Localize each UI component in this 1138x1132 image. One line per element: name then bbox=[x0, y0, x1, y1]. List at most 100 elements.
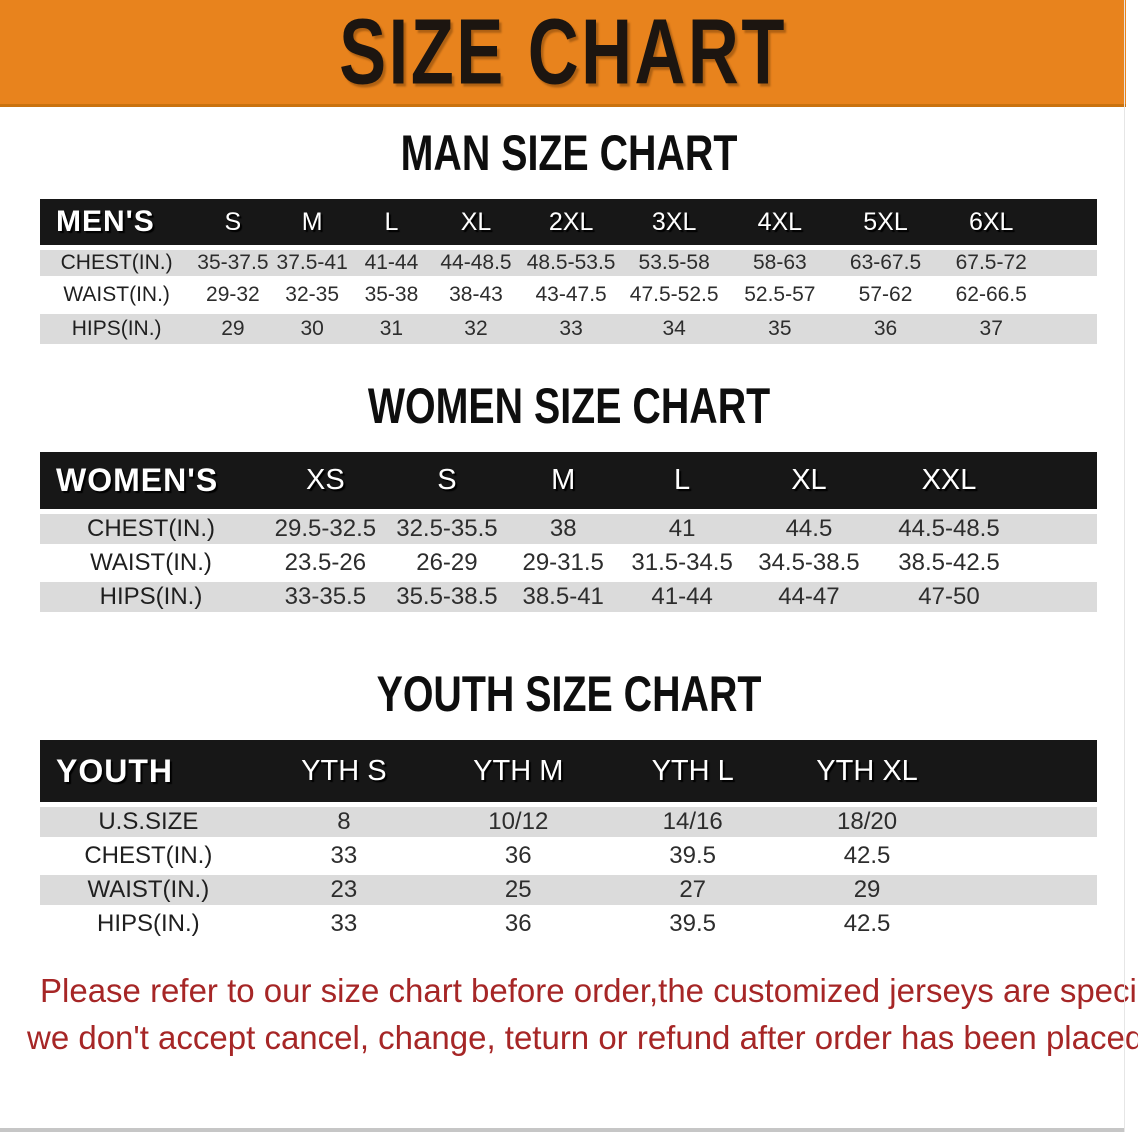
row-label: HIPS(IN.) bbox=[40, 314, 194, 348]
youth-heading-wrap: YOUTH SIZE CHART bbox=[0, 668, 1138, 721]
column-header: M bbox=[551, 464, 576, 496]
size-value-cell: 53.5-58 bbox=[621, 245, 727, 280]
size-value-cell: 57-62 bbox=[832, 280, 939, 314]
page-title: SIZE CHART bbox=[339, 0, 787, 104]
size-value-cell: 26-29 bbox=[388, 548, 506, 582]
column-header: 6XL bbox=[968, 207, 1014, 236]
column-header: L bbox=[384, 207, 399, 236]
size-value-cell: 44-47 bbox=[742, 582, 875, 616]
size-value-cell: 39.5 bbox=[605, 909, 780, 943]
row-label: HIPS(IN.) bbox=[40, 909, 257, 943]
table-header-row: WOMEN'S XS S M L XL XXL bbox=[40, 452, 1097, 509]
column-header: YTH L bbox=[651, 754, 734, 787]
men-section-heading: MAN SIZE CHART bbox=[400, 125, 738, 182]
column-header: S bbox=[437, 464, 457, 496]
table-header-row: YOUTH YTH S YTH M YTH L YTH XL bbox=[40, 740, 1097, 802]
size-value-cell: 43-47.5 bbox=[520, 280, 622, 314]
size-value-cell: 14/16 bbox=[605, 802, 780, 841]
size-value-cell: 35-38 bbox=[351, 280, 432, 314]
size-value-cell: 47.5-52.5 bbox=[621, 280, 727, 314]
table-header-row: MEN'S S M L XL 2XL 3XL 4XL 5XL 6XL bbox=[40, 199, 1097, 245]
column-header: YTH XL bbox=[816, 754, 918, 787]
size-value-cell: 44.5 bbox=[742, 509, 875, 548]
size-value-cell: 29 bbox=[779, 875, 955, 909]
size-value-cell: 47-50 bbox=[875, 582, 1023, 616]
size-value-cell: 30 bbox=[272, 314, 352, 348]
column-header: XL bbox=[791, 464, 827, 496]
table-row: WAIST(IN.) 29-32 32-35 35-38 38-43 43-47.5 47.… bbox=[40, 280, 1097, 314]
section-youth: YOUTH SIZE CHART YOUTH YTH S YTH M YTH L YTH… bbox=[0, 668, 1138, 943]
size-value-cell: 36 bbox=[431, 909, 606, 943]
size-value-cell: 35.5-38.5 bbox=[388, 582, 506, 616]
section-women: WOMEN SIZE CHART WOMEN'S XS S M L XL XXL CHEST(… bbox=[0, 378, 1138, 616]
row-label: CHEST(IN.) bbox=[40, 245, 194, 280]
size-value-cell: 32-35 bbox=[272, 280, 352, 314]
spacer-cell bbox=[954, 841, 1097, 875]
size-value-cell: 41 bbox=[621, 509, 743, 548]
size-value-cell: 44.5-48.5 bbox=[875, 509, 1023, 548]
spacer-cell bbox=[954, 802, 1097, 841]
row-label: U.S.SIZE bbox=[40, 802, 257, 841]
table-row: CHEST(IN.) 35-37.5 37.5-41 41-44 44-48.5 48.5… bbox=[40, 245, 1097, 280]
size-value-cell: 52.5-57 bbox=[727, 280, 833, 314]
row-label: WAIST(IN.) bbox=[40, 875, 257, 909]
row-label: WAIST(IN.) bbox=[40, 280, 194, 314]
row-label: HIPS(IN.) bbox=[40, 582, 262, 616]
size-value-cell: 36 bbox=[832, 314, 939, 348]
column-header: 3XL bbox=[651, 207, 697, 236]
size-value-cell: 38 bbox=[505, 509, 622, 548]
column-header: XL bbox=[460, 207, 492, 236]
size-value-cell: 10/12 bbox=[431, 802, 606, 841]
size-value-cell: 38.5-41 bbox=[505, 582, 622, 616]
men-heading-wrap: MAN SIZE CHART bbox=[0, 125, 1138, 182]
size-value-cell: 29.5-32.5 bbox=[261, 509, 389, 548]
table-row: HIPS(IN.) 29 30 31 32 33 34 35 36 37 bbox=[40, 314, 1097, 348]
size-value-cell: 39.5 bbox=[605, 841, 780, 875]
size-value-cell: 38.5-42.5 bbox=[875, 548, 1023, 582]
table-title-cell: WOMEN'S bbox=[56, 462, 219, 498]
section-men: MAN SIZE CHART MEN'S S M L XL 2XL 3XL 4XL 5XL 6XL… bbox=[0, 125, 1138, 348]
size-value-cell: 38-43 bbox=[431, 280, 521, 314]
size-value-cell: 33-35.5 bbox=[261, 582, 389, 616]
size-value-cell: 37.5-41 bbox=[272, 245, 352, 280]
right-edge-divider bbox=[1124, 0, 1125, 1132]
size-value-cell: 34.5-38.5 bbox=[742, 548, 875, 582]
spacer-cell bbox=[954, 740, 1097, 802]
size-value-cell: 33 bbox=[256, 841, 432, 875]
column-header: XXL bbox=[921, 464, 977, 496]
women-section-heading: WOMEN SIZE CHART bbox=[367, 378, 771, 435]
column-header: YTH M bbox=[473, 754, 564, 787]
column-header: 5XL bbox=[863, 207, 908, 236]
column-header: L bbox=[674, 464, 691, 496]
table-row: WAIST(IN.) 23 25 27 29 bbox=[40, 875, 1097, 909]
spacer-cell bbox=[1044, 245, 1097, 280]
spacer-cell bbox=[1022, 548, 1097, 582]
table-title-cell: YOUTH bbox=[56, 752, 173, 789]
spacer-cell bbox=[1044, 199, 1097, 245]
spacer-cell bbox=[1044, 314, 1097, 348]
column-header: XS bbox=[306, 464, 345, 496]
spacer-cell bbox=[1044, 280, 1097, 314]
size-value-cell: 42.5 bbox=[779, 841, 955, 875]
size-value-cell: 31.5-34.5 bbox=[621, 548, 743, 582]
column-header: 2XL bbox=[548, 207, 594, 236]
size-value-cell: 29 bbox=[193, 314, 273, 348]
table-row: WAIST(IN.) 23.5-26 26-29 29-31.5 31.5-34.5 34… bbox=[40, 548, 1097, 582]
youth-size-table: YOUTH YTH S YTH M YTH L YTH XL U.S.SIZE 8 10/12… bbox=[40, 740, 1097, 943]
column-header: YTH S bbox=[301, 754, 387, 787]
size-value-cell: 34 bbox=[621, 314, 727, 348]
size-value-cell: 27 bbox=[605, 875, 780, 909]
size-value-cell: 32.5-35.5 bbox=[388, 509, 506, 548]
table-row: HIPS(IN.) 33-35.5 35.5-38.5 38.5-41 41-44 44-… bbox=[40, 582, 1097, 616]
size-value-cell: 35 bbox=[727, 314, 833, 348]
size-value-cell: 36 bbox=[431, 841, 606, 875]
size-value-cell: 41-44 bbox=[621, 582, 743, 616]
size-value-cell: 8 bbox=[256, 802, 432, 841]
size-value-cell: 23.5-26 bbox=[261, 548, 389, 582]
size-value-cell: 58-63 bbox=[727, 245, 833, 280]
women-heading-wrap: WOMEN SIZE CHART bbox=[0, 378, 1138, 435]
size-value-cell: 25 bbox=[431, 875, 606, 909]
table-row: U.S.SIZE 8 10/12 14/16 18/20 bbox=[40, 802, 1097, 841]
table-row: CHEST(IN.) 33 36 39.5 42.5 bbox=[40, 841, 1097, 875]
column-header: M bbox=[301, 207, 323, 236]
